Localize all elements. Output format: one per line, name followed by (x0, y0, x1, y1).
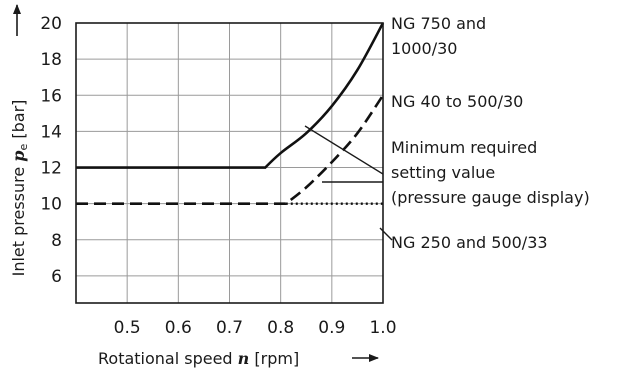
grid-lines (76, 23, 383, 303)
leader-min-solid (304, 125, 384, 175)
plot-frame (75, 22, 384, 304)
y-tick-label: 18 (40, 50, 62, 70)
y-axis-title: Inlet pressure pe [bar] (9, 100, 30, 277)
y-tick-label: 8 (51, 231, 62, 251)
y-tick-label: 6 (51, 267, 62, 287)
annotation-ng250: NG 250 and 500/33 (391, 233, 548, 252)
x-tick-label: 0.8 (267, 318, 294, 338)
annotation-min: Minimum required setting value (pressure g… (391, 138, 590, 207)
x-tick-label: 0.6 (165, 318, 192, 338)
x-tick-label: 0.5 (114, 318, 141, 338)
series-line-dashed (76, 94, 385, 205)
x-axis-title: Rotational speed n [rpm] (98, 349, 299, 368)
series-line-solid (76, 22, 385, 169)
y-tick-label: 14 (40, 122, 62, 142)
x-tick-label: 0.7 (216, 318, 243, 338)
leader-ng250 (379, 227, 393, 241)
y-tick-label: 10 (40, 195, 62, 215)
series-layer (76, 22, 385, 205)
annotation-ng750: NG 750 and 1000/30 (391, 14, 486, 58)
tick-labels: 0.5 0.6 0.7 0.8 0.9 1.0 6 8 10 12 14 16 18 20 (40, 14, 396, 338)
y-tick-label: 12 (40, 159, 62, 179)
x-tick-label: 1.0 (369, 318, 396, 338)
x-tick-label: 0.9 (318, 318, 345, 338)
annotation-ng40: NG 40 to 500/30 (391, 92, 523, 111)
annotations: NG 750 and 1000/30 NG 40 to 500/30 Minimum … (304, 14, 590, 252)
y-tick-label: 20 (40, 14, 62, 34)
y-tick-label: 16 (40, 86, 62, 106)
